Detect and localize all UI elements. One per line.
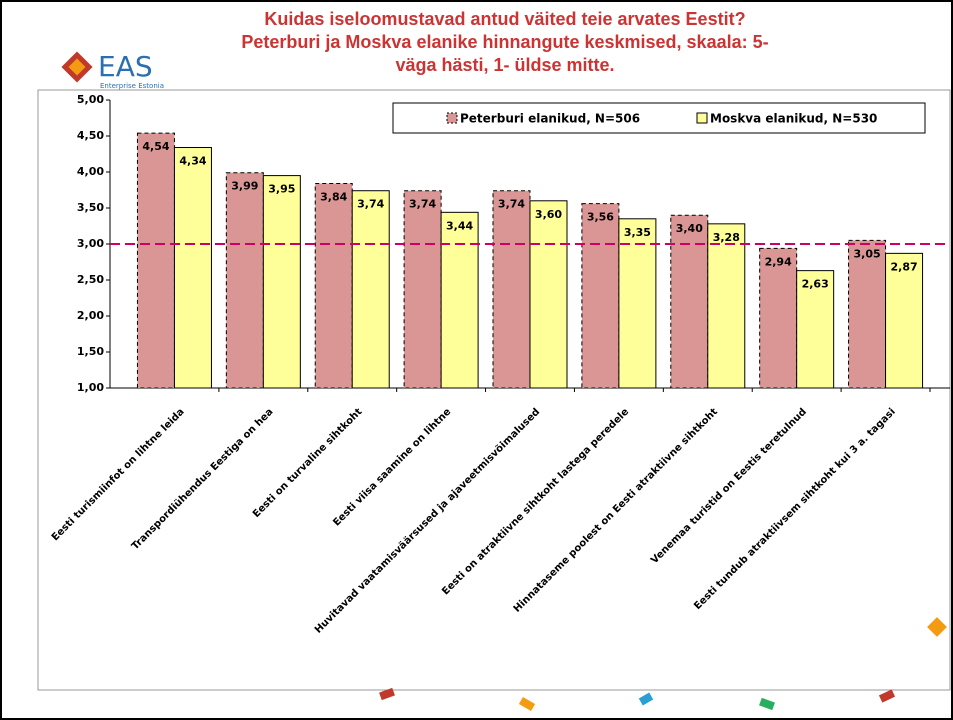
y-tick-label: 1,00 — [77, 381, 104, 394]
bar — [225, 172, 264, 389]
bar — [403, 190, 442, 389]
data-label: 3,99 — [231, 180, 258, 193]
bar — [707, 223, 746, 389]
data-label: 3,74 — [357, 198, 384, 211]
data-label: 3,40 — [676, 222, 703, 235]
bar — [618, 218, 657, 389]
data-label: 3,95 — [268, 183, 295, 196]
bar — [440, 211, 479, 389]
y-tick-label: 5,00 — [77, 93, 104, 106]
data-label: 3,05 — [853, 247, 880, 260]
data-label: 3,74 — [409, 198, 436, 211]
bar — [581, 203, 620, 389]
y-tick-label: 4,50 — [77, 129, 104, 142]
data-label: 2,63 — [802, 278, 829, 291]
logo-text: EAS — [98, 50, 153, 83]
y-tick-label: 2,00 — [77, 309, 104, 322]
y-tick-label: 2,50 — [77, 273, 104, 286]
logo-subtitle: Enterprise Estonia — [100, 82, 164, 90]
bar — [136, 132, 175, 389]
bar — [173, 147, 212, 389]
bar — [759, 247, 798, 389]
y-tick-label: 3,50 — [77, 201, 104, 214]
data-label: 3,28 — [713, 231, 740, 244]
data-label: 3,35 — [624, 226, 651, 239]
bar — [670, 214, 709, 389]
bar — [796, 270, 835, 389]
data-label: 3,74 — [498, 198, 525, 211]
y-tick-label: 3,00 — [77, 237, 104, 250]
data-label: 4,54 — [142, 140, 169, 153]
logo-icon — [61, 51, 93, 83]
legend-box — [392, 102, 926, 134]
data-label: 3,60 — [535, 208, 562, 221]
data-label: 3,44 — [446, 219, 473, 232]
legend-marker — [446, 112, 458, 124]
bar — [314, 183, 353, 389]
legend-label: Peterburi elanikud, N=506 — [460, 112, 640, 126]
legend-label: Moskva elanikud, N=530 — [710, 112, 877, 126]
y-tick-label: 1,50 — [77, 345, 104, 358]
bar — [885, 252, 924, 389]
bar — [351, 190, 390, 389]
bar — [262, 175, 301, 389]
bar — [848, 239, 887, 389]
data-label: 2,87 — [890, 260, 917, 273]
legend-marker — [696, 112, 708, 124]
data-label: 3,56 — [587, 211, 614, 224]
bar — [492, 190, 531, 389]
bar — [529, 200, 568, 389]
decorations — [379, 617, 947, 711]
data-label: 2,94 — [765, 255, 792, 268]
chart-title: Kuidas iseloomustavad antud väited teie … — [241, 9, 769, 75]
data-label: 4,34 — [179, 155, 206, 168]
data-label: 3,84 — [320, 191, 347, 204]
y-tick-label: 4,00 — [77, 165, 104, 178]
